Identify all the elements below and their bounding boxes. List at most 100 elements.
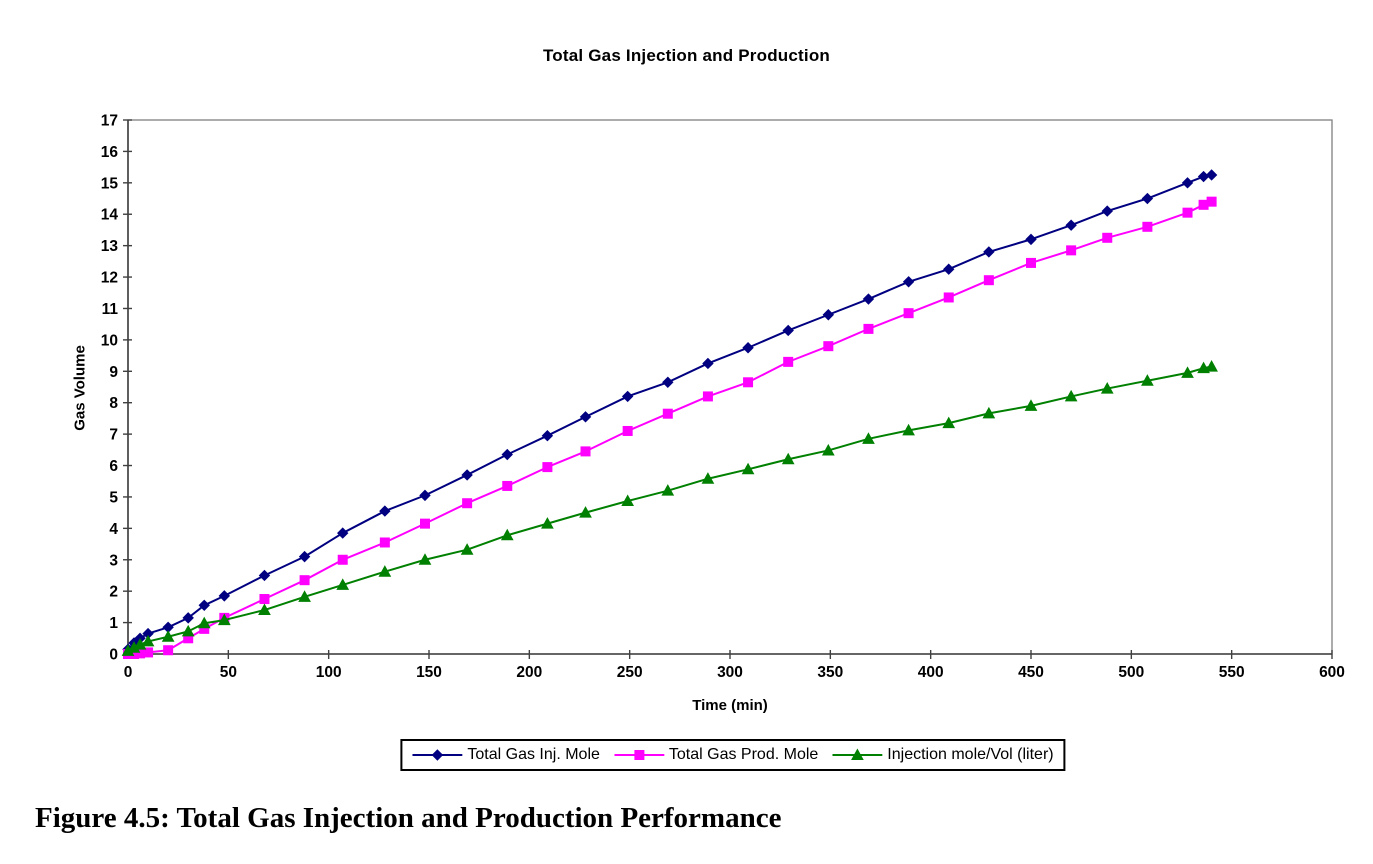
x-tick-label: 250 [617, 664, 643, 681]
series-marker-1 [379, 537, 390, 548]
series-marker-2 [701, 472, 715, 484]
series-marker-1 [743, 377, 754, 388]
series-marker-2 [133, 638, 147, 650]
series-marker-2 [1141, 374, 1154, 386]
series-marker-2 [902, 423, 915, 436]
series-marker-1 [163, 645, 174, 656]
series-marker-0 [1101, 205, 1113, 217]
chart-legend: Total Gas Inj. Mole Total Gas Prod. Mole I… [400, 739, 1066, 771]
series-marker-0 [782, 324, 794, 337]
series-marker-0 [902, 276, 915, 288]
x-tick-label: 500 [1118, 664, 1144, 681]
series-marker-0 [862, 293, 875, 305]
series-marker-1 [1182, 207, 1193, 218]
x-tick-label: 150 [416, 664, 442, 681]
legend-item: Total Gas Inj. Mole [412, 746, 600, 764]
y-tick-label: 11 [102, 301, 119, 318]
series-marker-0 [579, 411, 592, 423]
y-tick-label: 13 [101, 238, 119, 255]
series-marker-1 [1026, 257, 1036, 268]
x-tick-label: 450 [1018, 664, 1044, 681]
legend-marker-triangle-icon [832, 748, 883, 760]
series-marker-1 [1066, 245, 1077, 256]
chart-title: Total Gas Injection and Production [542, 46, 830, 65]
series-marker-0 [419, 489, 431, 502]
series-marker-2 [336, 578, 350, 590]
y-tick-label: 1 [109, 615, 118, 632]
x-tick-label: 0 [124, 664, 133, 681]
legend-label: Injection mole/Vol (liter) [887, 746, 1054, 763]
series-marker-2 [500, 528, 514, 541]
y-tick-label: 12 [101, 270, 118, 287]
series-marker-1 [622, 425, 633, 436]
series-marker-2 [942, 416, 956, 429]
series-marker-0 [822, 309, 835, 321]
series-marker-2 [862, 432, 875, 444]
series-marker-2 [1181, 366, 1194, 378]
series-marker-1 [542, 462, 553, 473]
legend-item: Total Gas Prod. Mole [613, 746, 818, 764]
x-tick-label: 200 [516, 664, 542, 681]
series-marker-2 [161, 630, 175, 642]
series-marker-0 [1065, 219, 1077, 231]
series-marker-1 [1102, 232, 1113, 243]
series-marker-0 [621, 390, 634, 403]
series-marker-0 [702, 357, 714, 370]
y-tick-label: 2 [109, 584, 118, 601]
x-tick-label: 100 [316, 664, 342, 681]
series-marker-0 [943, 263, 955, 275]
y-tick-label: 6 [109, 458, 118, 475]
series-marker-1 [1142, 221, 1153, 232]
series-marker-1 [259, 594, 270, 605]
series-marker-0 [662, 376, 674, 388]
y-tick-label: 5 [109, 489, 118, 506]
y-tick-label: 0 [109, 647, 118, 664]
legend-marker-square-icon [613, 750, 664, 760]
legend-label: Total Gas Inj. Mole [467, 746, 600, 763]
y-tick-label: 14 [101, 207, 119, 224]
y-tick-label: 8 [109, 395, 118, 412]
series-marker-1 [823, 341, 834, 352]
y-tick-label: 15 [101, 175, 119, 192]
series-marker-1 [783, 356, 794, 367]
x-tick-label: 350 [817, 664, 843, 681]
series-marker-0 [742, 342, 754, 354]
series-marker-1 [983, 275, 994, 286]
series-marker-0 [1181, 177, 1194, 189]
series-marker-2 [821, 443, 835, 456]
x-tick-label: 400 [918, 664, 944, 681]
series-marker-2 [258, 603, 271, 616]
series-marker-0 [1197, 170, 1210, 183]
x-tick-label: 600 [1319, 664, 1345, 681]
x-tick-label: 50 [220, 664, 237, 681]
series-marker-0 [198, 599, 210, 612]
series-marker-1 [337, 554, 348, 565]
series-marker-0 [983, 246, 995, 258]
y-tick-label: 9 [109, 364, 118, 381]
series-marker-0 [501, 448, 513, 461]
series-marker-1 [662, 408, 673, 419]
series-marker-0 [337, 527, 349, 539]
series-marker-2 [1100, 382, 1114, 394]
series-marker-2 [181, 624, 195, 637]
series-marker-2 [1205, 360, 1218, 372]
legend-marker-diamond-icon [412, 749, 463, 761]
series-marker-0 [461, 469, 473, 481]
series-marker-0 [298, 550, 311, 563]
series-marker-0 [1025, 233, 1037, 246]
series-marker-0 [182, 612, 194, 624]
series-marker-2 [781, 452, 795, 465]
series-marker-1 [580, 446, 591, 457]
y-axis-title: Gas Volume [71, 345, 89, 431]
series-marker-1 [943, 292, 954, 303]
series-marker-0 [379, 505, 391, 517]
series-marker-1 [863, 323, 874, 334]
series-marker-0 [218, 590, 231, 602]
series-marker-2 [418, 553, 432, 565]
series-marker-2 [378, 565, 392, 577]
series-marker-1 [502, 480, 513, 491]
series-line-2 [127, 365, 1212, 652]
y-tick-label: 4 [109, 521, 118, 538]
